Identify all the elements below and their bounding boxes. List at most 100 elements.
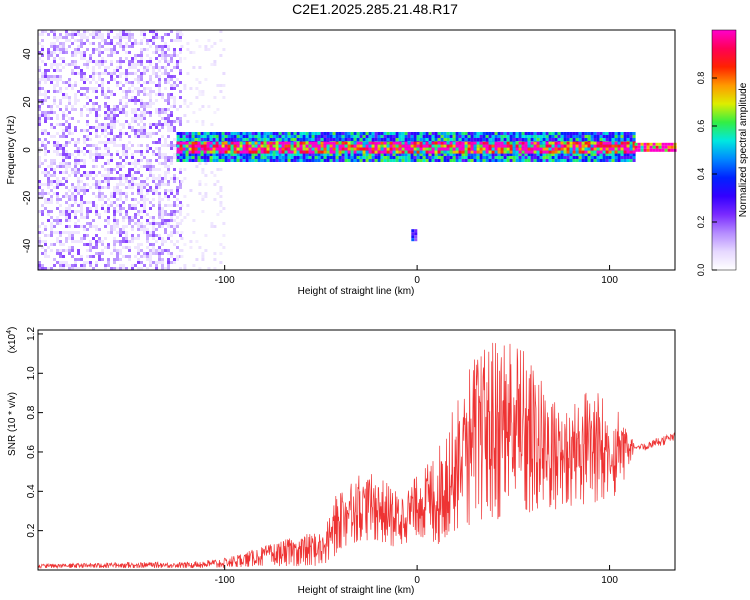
- spectrogram-cell-noise: [119, 189, 122, 192]
- spectrogram-cell-noise: [116, 204, 119, 207]
- spectrogram-cell-noise: [155, 183, 158, 186]
- spectrogram-cell-noise: [134, 66, 137, 69]
- spectrogram-cell-noise: [80, 36, 83, 39]
- spectrogram-cell-noise: [107, 138, 110, 141]
- spectrogram-cell-noise: [98, 45, 101, 48]
- spectrogram-cell-noise: [59, 240, 62, 243]
- spectrogram-cell-noise: [149, 45, 152, 48]
- spectrogram-cell-noise: [44, 225, 47, 228]
- spectrogram-cell-noise: [65, 249, 68, 252]
- spectrogram-cell-signal-core: [221, 144, 225, 148]
- spectrogram-cell-noise: [146, 144, 149, 147]
- spectrogram-cell-signal-band: [512, 156, 516, 159]
- spectrogram-cell-signal-core: [530, 150, 534, 154]
- spectrogram-cell-signal-core: [482, 147, 486, 151]
- spectrogram-cell-signal-band: [536, 132, 540, 135]
- spectrogram-cell-noise: [119, 234, 122, 237]
- spectrogram-cell-signal-core: [590, 150, 594, 154]
- spectrogram-cell-signal-core: [275, 141, 279, 145]
- spectrogram-cell-noise: [74, 129, 77, 132]
- spectrogram-cell-noise: [95, 30, 98, 33]
- spectrogram-cell-signal-core: [611, 147, 615, 151]
- spectrogram-cell-noise: [62, 171, 65, 174]
- spectrogram-cell-signal-core: [536, 150, 540, 154]
- spectrogram-cell-noise: [134, 246, 137, 249]
- spectrogram-cell-signal-band: [515, 135, 519, 138]
- spectrogram-cell-noise: [128, 219, 131, 222]
- spectrogram-cell-signal-band: [308, 159, 312, 162]
- spectrogram-cell-noise: [179, 36, 182, 39]
- spectrogram-cell-noise: [119, 132, 122, 135]
- spectrogram-cell-noise: [98, 66, 101, 69]
- spectrogram-cell-noise: [119, 156, 122, 159]
- spectrogram-cell-noise: [173, 84, 176, 87]
- spectrogram-cell-faint-scatter: [204, 195, 208, 198]
- spectrogram-cell-faint-scatter: [204, 45, 208, 48]
- spectrogram-cell-signal-band: [440, 159, 444, 162]
- spectrogram-cell-signal-core: [512, 147, 516, 151]
- spectrogram-cell-signal-band: [227, 159, 231, 162]
- spectrogram-cell-noise: [167, 180, 170, 183]
- spectrogram-cell-noise: [110, 51, 113, 54]
- spectrogram-cell-noise: [56, 180, 59, 183]
- spectrogram-cell-noise: [119, 39, 122, 42]
- spectrogram-cell-noise: [47, 150, 50, 153]
- spectrogram-cell-signal-band: [368, 132, 372, 135]
- spectrogram-cell-signal-band: [527, 138, 531, 141]
- spectrogram-cell-signal-band: [323, 153, 327, 156]
- spectrogram-cell-noise: [62, 51, 65, 54]
- spectrogram-cell-noise: [95, 174, 98, 177]
- spectrogram-cell-noise: [128, 90, 131, 93]
- spectrogram-cell-noise: [173, 81, 176, 84]
- spectrogram-cell-signal-band: [347, 138, 351, 141]
- spectrogram-cell-noise: [149, 87, 152, 90]
- spectrogram-cell-noise: [146, 39, 149, 42]
- spectrogram-cell-noise: [113, 189, 116, 192]
- spectrogram-cell-signal-band: [572, 156, 576, 159]
- spectrogram-cell-signal-band: [536, 159, 540, 162]
- spectrogram-cell-signal-core: [500, 147, 504, 151]
- spectrogram-cell-noise: [62, 117, 65, 120]
- spectrogram-cell-faint-scatter: [213, 258, 217, 261]
- spectrogram-cell-noise: [164, 162, 167, 165]
- spectrogram-cell-noise: [44, 72, 47, 75]
- spectrogram-cell-signal-band: [209, 156, 213, 159]
- spectrogram-cell-noise: [170, 219, 173, 222]
- spectrogram-cell-noise: [95, 87, 98, 90]
- spectrogram-cell-signal-core: [584, 150, 588, 154]
- spectrogram-cell-noise: [101, 240, 104, 243]
- spectrogram-cell-noise: [161, 264, 164, 267]
- spectrogram-cell-signal-band: [626, 135, 630, 138]
- spectrogram-cell-noise: [170, 57, 173, 60]
- spectrogram-cell-signal-core: [203, 150, 207, 154]
- spectrogram-cell-signal-band: [293, 138, 297, 141]
- spectrogram-cell-noise: [149, 207, 152, 210]
- spectrogram-cell-noise: [143, 72, 146, 75]
- spectrogram-cell-faint-scatter: [198, 108, 202, 111]
- spectrogram-cell-noise: [95, 90, 98, 93]
- spectrogram-cell-signal-band: [176, 132, 180, 135]
- spectrogram-cell-noise: [38, 243, 41, 246]
- spectrogram-cell-signal-core: [599, 150, 603, 154]
- spectrogram-cell-signal-band: [293, 156, 297, 159]
- spectrogram-cell-tail-line: [670, 145, 674, 149]
- spectrogram-cell-noise: [155, 153, 158, 156]
- spectrogram-cell-noise: [44, 234, 47, 237]
- spectrogram-cell-signal-band: [440, 138, 444, 141]
- spectrogram-cell-noise: [131, 228, 134, 231]
- spectrogram-cell-signal-band: [413, 159, 417, 162]
- spectrogram-cell-signal-core: [443, 141, 447, 145]
- spectrogram-cell-noise: [38, 87, 41, 90]
- spectrogram-cell-signal-band: [533, 138, 537, 141]
- spectrogram-cell-noise: [101, 204, 104, 207]
- spectrogram-cell-signal-band: [236, 135, 240, 138]
- spectrogram-cell-signal-core: [545, 150, 549, 154]
- spectrogram-cell-noise: [104, 237, 107, 240]
- spectrogram-cell-noise: [92, 246, 95, 249]
- spectrogram-cell-signal-band: [470, 135, 474, 138]
- spectrogram-cell-noise: [53, 174, 56, 177]
- spectrogram-cell-signal-band: [521, 156, 525, 159]
- spectrogram-cell-faint-scatter: [201, 258, 205, 261]
- spectrogram-cell-noise: [128, 81, 131, 84]
- spectrogram-cell-noise: [167, 81, 170, 84]
